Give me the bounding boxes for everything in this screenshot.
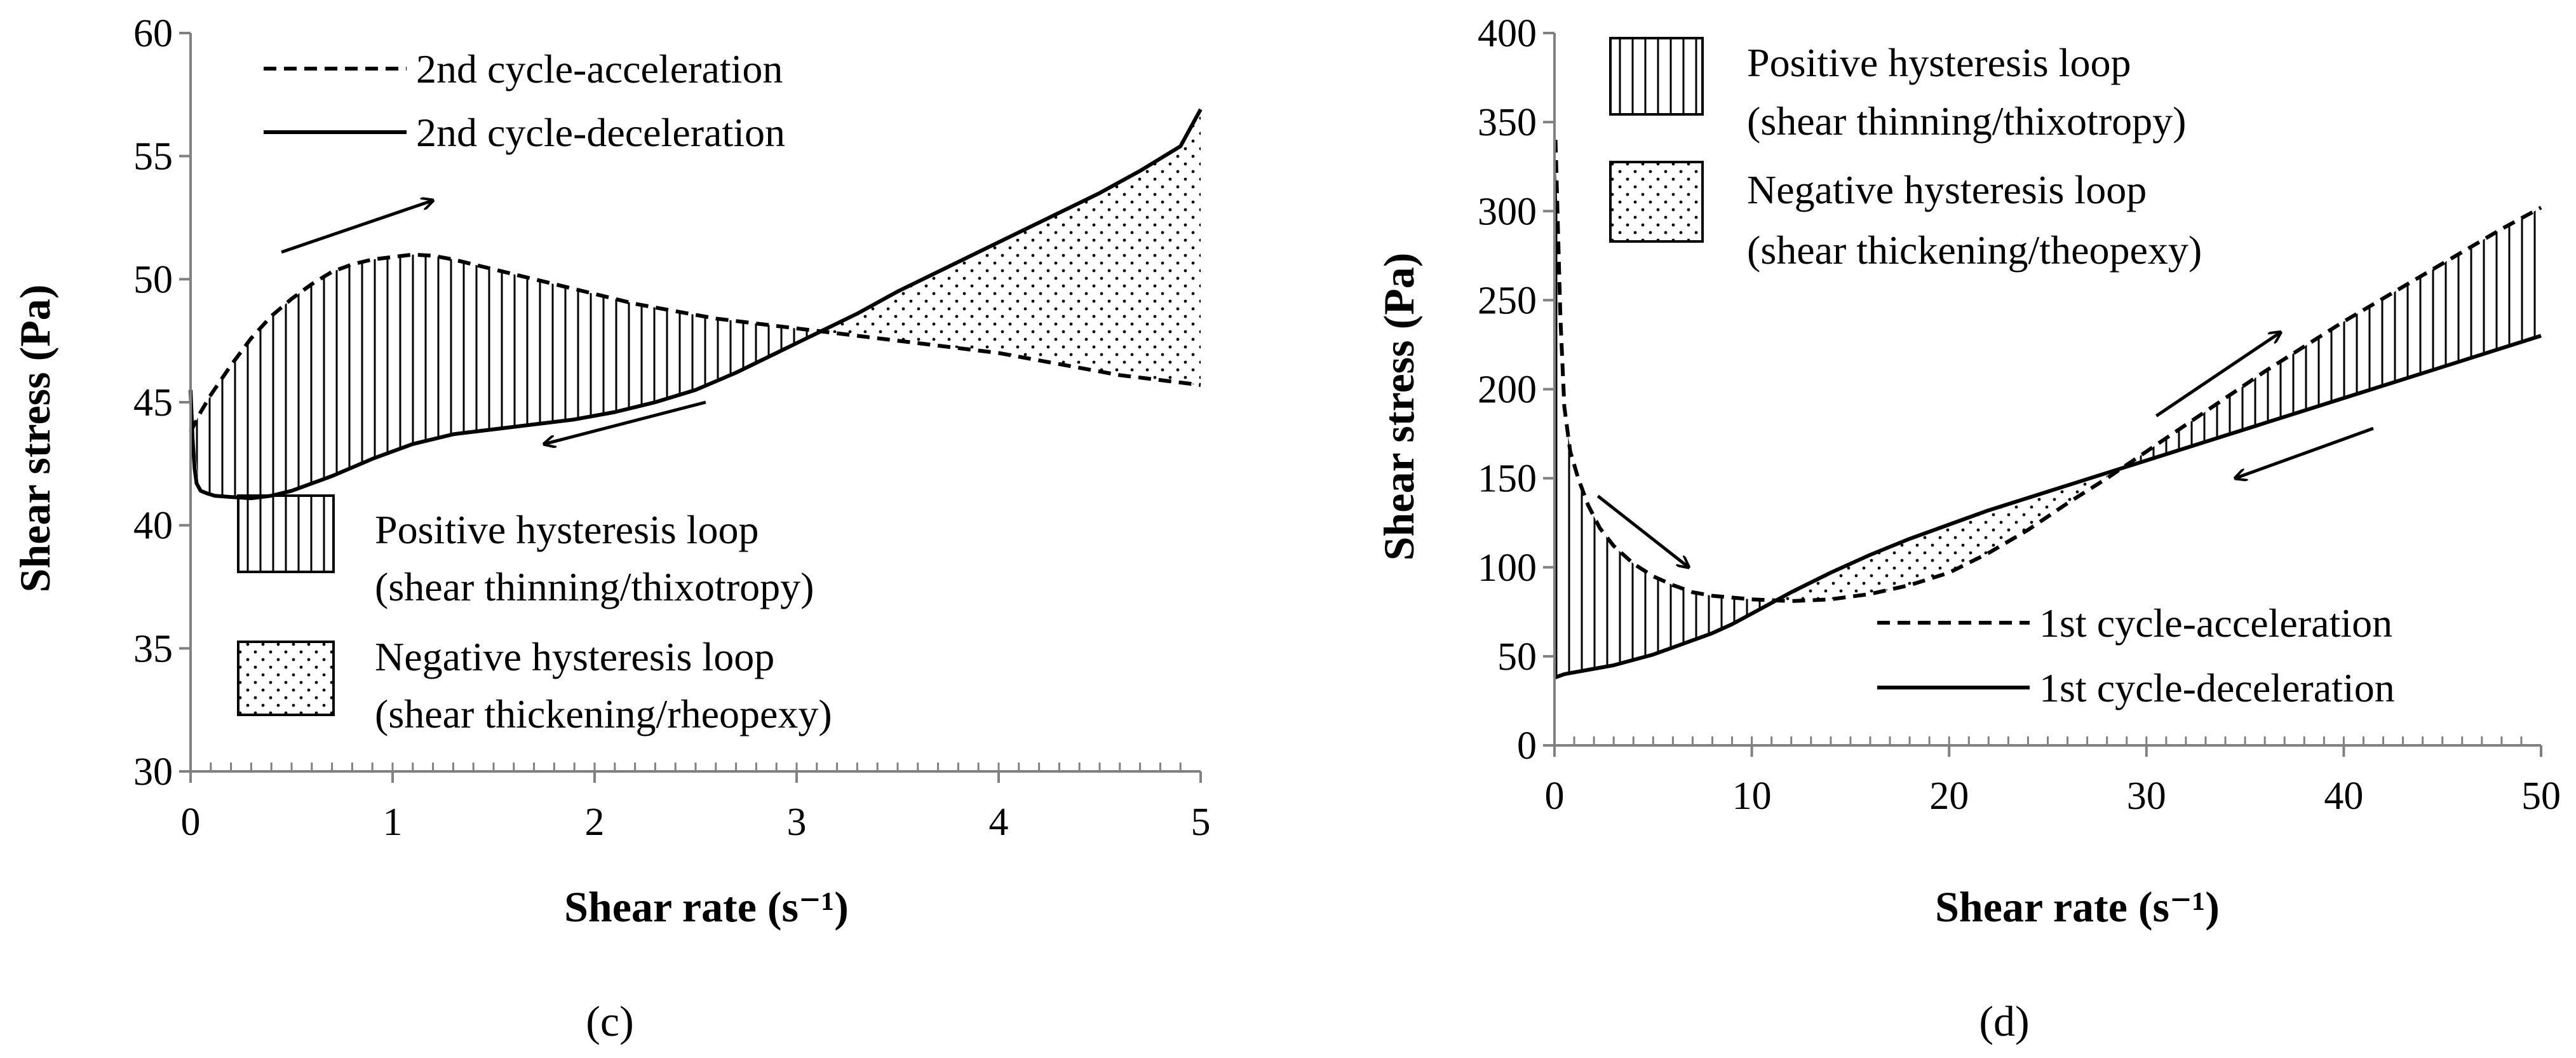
x-tick-label: 0	[1545, 775, 1565, 818]
panel-c-series	[189, 108, 1203, 501]
y-tick-label: 50	[133, 258, 173, 301]
x-tick-label: 2	[585, 801, 605, 844]
legend-swatch-vertical-lines	[1609, 37, 1704, 116]
legend-label-negative-hysteresis: Negative hysteresis loop	[375, 634, 774, 679]
y-tick-label: 45	[133, 381, 173, 424]
legend-swatch-dots	[1609, 161, 1704, 243]
legend-label-positive-hysteresis: Positive hysteresis loop	[1747, 40, 2131, 85]
panel-d-ylabel: Shear stress (Pa)	[1375, 253, 1423, 561]
direction-arrow-down-left	[544, 400, 706, 444]
hysteresis-region-0	[191, 254, 827, 498]
legend-label-1st-cycle-deceleration: 1st cycle-deceleration	[2039, 665, 2395, 710]
y-tick-label: 0	[1517, 724, 1537, 768]
panel-c-ylabel: Shear stress (Pa)	[11, 285, 59, 593]
panel-c-legend-patterns: Positive hysteresis loop (shear thinning…	[237, 494, 832, 736]
x-tick-label: 10	[1732, 775, 1772, 818]
panel-c-arrows	[281, 200, 706, 444]
hysteresis-region-1	[1781, 473, 2107, 601]
direction-arrow-down-right	[1596, 494, 1689, 567]
legend-label-1st-cycle-acceleration: 1st cycle-acceleration	[2039, 600, 2392, 646]
panel-d-caption: (d)	[1979, 997, 2029, 1045]
direction-arrow-up-right	[281, 200, 433, 254]
y-tick-label: 55	[133, 135, 173, 179]
y-tick-label: 350	[1478, 101, 1537, 144]
y-tick-label: 30	[133, 750, 173, 794]
legend-swatch-dots	[237, 641, 335, 716]
legend-label-2nd-cycle-deceleration: 2nd cycle-deceleration	[416, 110, 785, 155]
y-tick-label: 50	[1497, 635, 1537, 679]
legend-desc-positive-hysteresis: (shear thinning/thixotropy)	[1747, 98, 2186, 144]
x-tick-label: 1	[383, 801, 403, 844]
y-tick-label: 300	[1478, 190, 1537, 233]
x-tick-label: 30	[2127, 775, 2166, 818]
y-tick-label: 250	[1478, 279, 1537, 322]
x-tick-label: 4	[989, 801, 1009, 844]
legend-desc-negative-hysteresis: (shear thickening/theopexy)	[1747, 227, 2202, 273]
legend-label-negative-hysteresis: Negative hysteresis loop	[1747, 167, 2147, 212]
legend-swatch-vertical-lines	[237, 494, 335, 573]
x-tick-label: 3	[787, 801, 807, 844]
panel-c-hysteresis-fills	[191, 109, 1201, 498]
panel-d-axes: 0 50 100 150 200 250 300 350 400 0 10 20 30 40 50	[1478, 12, 2561, 818]
x-tick-label: 5	[1191, 801, 1211, 844]
y-tick-label: 150	[1478, 458, 1537, 501]
direction-arrow-up-right	[2155, 332, 2281, 417]
series-line-2nd-cycle-acceleration	[189, 252, 1201, 433]
panel-d-arrows	[1596, 332, 2374, 567]
panel-d-legend-lines: 1st cycle-acceleration 1st cycle-deceler…	[1877, 600, 2395, 710]
legend-label-positive-hysteresis: Positive hysteresis loop	[375, 507, 759, 552]
hysteresis-region-1	[826, 109, 1201, 385]
y-tick-label: 60	[133, 12, 173, 55]
x-tick-label: 40	[2324, 775, 2363, 818]
panel-d-legend-patterns: Positive hysteresis loop (shear thinning…	[1609, 37, 2202, 273]
panel-c-legend-lines: 2nd cycle-acceleration 2nd cycle-deceler…	[264, 46, 785, 155]
x-tick-label: 50	[2521, 775, 2561, 818]
panel-c-xlabel: Shear rate (s⁻¹)	[564, 883, 849, 931]
series-line-1st-cycle-deceleration	[1553, 334, 2542, 680]
panel-d-series	[1553, 140, 2542, 680]
legend-desc-positive-hysteresis: (shear thinning/thixotropy)	[375, 564, 814, 609]
y-tick-label: 400	[1478, 12, 1537, 55]
panel-d: 0 50 100 150 200 250 300 350 400 0 10 20 30 40 50 Posi…	[1375, 12, 2561, 1045]
y-tick-label: 200	[1478, 369, 1537, 412]
panel-d-xlabel: Shear rate (s⁻¹)	[1935, 883, 2220, 931]
y-tick-label: 40	[133, 505, 173, 548]
legend-desc-negative-hysteresis: (shear thickening/rheopexy)	[375, 691, 832, 736]
panel-c-caption: (c)	[586, 997, 633, 1045]
hysteresis-region-2	[2107, 207, 2541, 478]
x-tick-label: 0	[181, 801, 201, 844]
x-tick-label: 20	[1929, 775, 1969, 818]
legend-label-2nd-cycle-acceleration: 2nd cycle-acceleration	[416, 46, 783, 92]
y-tick-label: 35	[133, 627, 173, 670]
y-tick-label: 100	[1478, 546, 1537, 590]
direction-arrow-down-left	[2235, 426, 2374, 478]
series-line-2nd-cycle-deceleration	[189, 108, 1203, 501]
